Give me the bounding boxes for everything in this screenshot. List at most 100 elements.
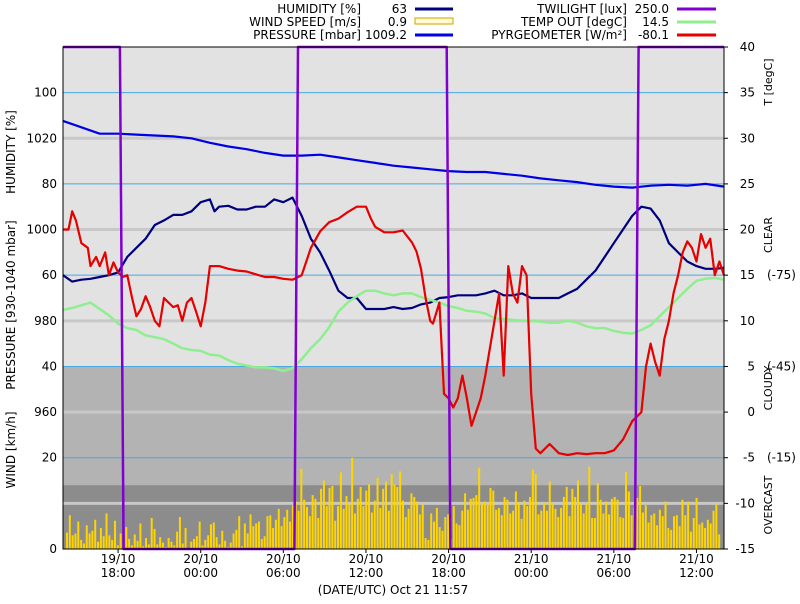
wind-bar [483, 501, 486, 549]
wind-bar [531, 469, 534, 549]
wind-bar [204, 539, 207, 549]
wind-bar [701, 522, 704, 549]
wind-bar [66, 532, 68, 549]
wind-bar [430, 513, 433, 549]
band-cloudy [63, 366, 724, 486]
humidity-axis-title: HUMIDITY [%] [4, 110, 18, 194]
temp-tick-label: 10 [740, 314, 755, 328]
wind-bar [435, 507, 438, 549]
wind-bar [68, 515, 71, 549]
wind-bar [368, 484, 371, 549]
left-axis-label: 0 [49, 542, 57, 556]
wind-bar [689, 531, 692, 549]
wind-bar [469, 498, 472, 549]
wind-bar [105, 513, 108, 549]
cloudy-band-label: CLOUDY [762, 365, 775, 410]
condition-bands [63, 47, 724, 549]
temp-tick-label: -15 [735, 542, 755, 556]
legend-label: HUMIDITY [%] [277, 2, 361, 16]
wind-bar [130, 545, 133, 549]
wind-bar [215, 537, 218, 549]
temp-tick-label: 35 [740, 86, 755, 100]
wind-bar [675, 515, 678, 549]
wind-bar [317, 517, 320, 549]
wind-bar [331, 486, 334, 549]
wind-bar [311, 495, 314, 549]
temp-tick-label: 25 [740, 177, 755, 191]
wind-bar [475, 495, 478, 549]
x-tick-time: 18:00 [101, 566, 136, 580]
wind-bar [514, 491, 517, 549]
wind-bar [500, 515, 503, 549]
wind-bar [266, 516, 269, 549]
wind-bar [447, 514, 450, 549]
wind-bar [303, 499, 306, 549]
wind-bar [647, 522, 650, 549]
temp-tick-label: -5 [743, 451, 755, 465]
wind-bar [520, 518, 523, 549]
legend-value: 0.9 [388, 15, 407, 29]
wind-bar [212, 522, 215, 549]
legend-value: 14.5 [642, 15, 669, 29]
axes: 40 35 30 25 20 15 10 5 0 -5 -10 -15 100 1020 80 1000 60 9… [26, 40, 796, 580]
temp-tick-label: 0 [747, 405, 755, 419]
wind-bar [461, 510, 464, 549]
wind-bar [605, 501, 608, 549]
wind-bar [644, 505, 647, 549]
wind-bar [658, 509, 661, 549]
wind-bar [150, 517, 153, 549]
wind-bar [706, 519, 709, 549]
left-axis-label: 80 [42, 177, 57, 191]
wind-bar [376, 477, 379, 549]
wind-bar [433, 521, 436, 549]
wind-bar [602, 513, 605, 549]
wind-bar [698, 524, 701, 549]
wind-bar [111, 539, 114, 549]
wind-bar [232, 533, 235, 549]
wind-bar [91, 530, 94, 549]
overcast-band-label: OVERCAST [762, 475, 775, 534]
wind-bar [351, 457, 354, 549]
left-axis-label: 1020 [26, 131, 57, 145]
temp-tick-label: 20 [740, 223, 755, 237]
wind-bar [410, 493, 413, 549]
wind-bar [235, 529, 238, 549]
wind-bar [424, 538, 427, 549]
wind-bar [139, 523, 142, 549]
wind-bar [568, 516, 571, 549]
wind-bar [438, 527, 441, 549]
wind-bar [540, 510, 543, 549]
wind-bar [353, 513, 356, 549]
wind-bar [370, 512, 373, 549]
wind-bar [108, 535, 111, 549]
wind-bar [692, 517, 695, 549]
wind-bar [416, 501, 419, 549]
x-tick-date: 19/10 [101, 552, 136, 566]
wind-bar [274, 519, 277, 549]
wind-bar [427, 539, 430, 549]
wind-bar [670, 529, 673, 549]
wind-bar [145, 538, 148, 549]
wind-bar [401, 500, 404, 549]
wind-bar [588, 466, 591, 549]
wind-bar [379, 507, 382, 549]
wind-bar [320, 488, 323, 549]
wind-bar [630, 515, 633, 549]
wind-bar [712, 510, 715, 549]
temp-tick-label: -10 [735, 496, 755, 510]
wind-bar [571, 488, 574, 549]
wind-bar [517, 502, 520, 549]
wind-bar [709, 523, 712, 549]
wind-bar [348, 503, 351, 549]
wind-bar [577, 480, 579, 549]
wind-bar [704, 528, 707, 549]
pyrgeometer-label: (-75) [767, 268, 796, 282]
wind-bar [489, 487, 492, 549]
wind-bars [66, 457, 721, 549]
x-tick-time: 18:00 [431, 566, 466, 580]
wind-bar [291, 505, 294, 549]
wind-bar [221, 530, 224, 549]
wind-bar [359, 486, 362, 549]
wind-bar [286, 509, 289, 549]
wind-bar [114, 520, 116, 549]
